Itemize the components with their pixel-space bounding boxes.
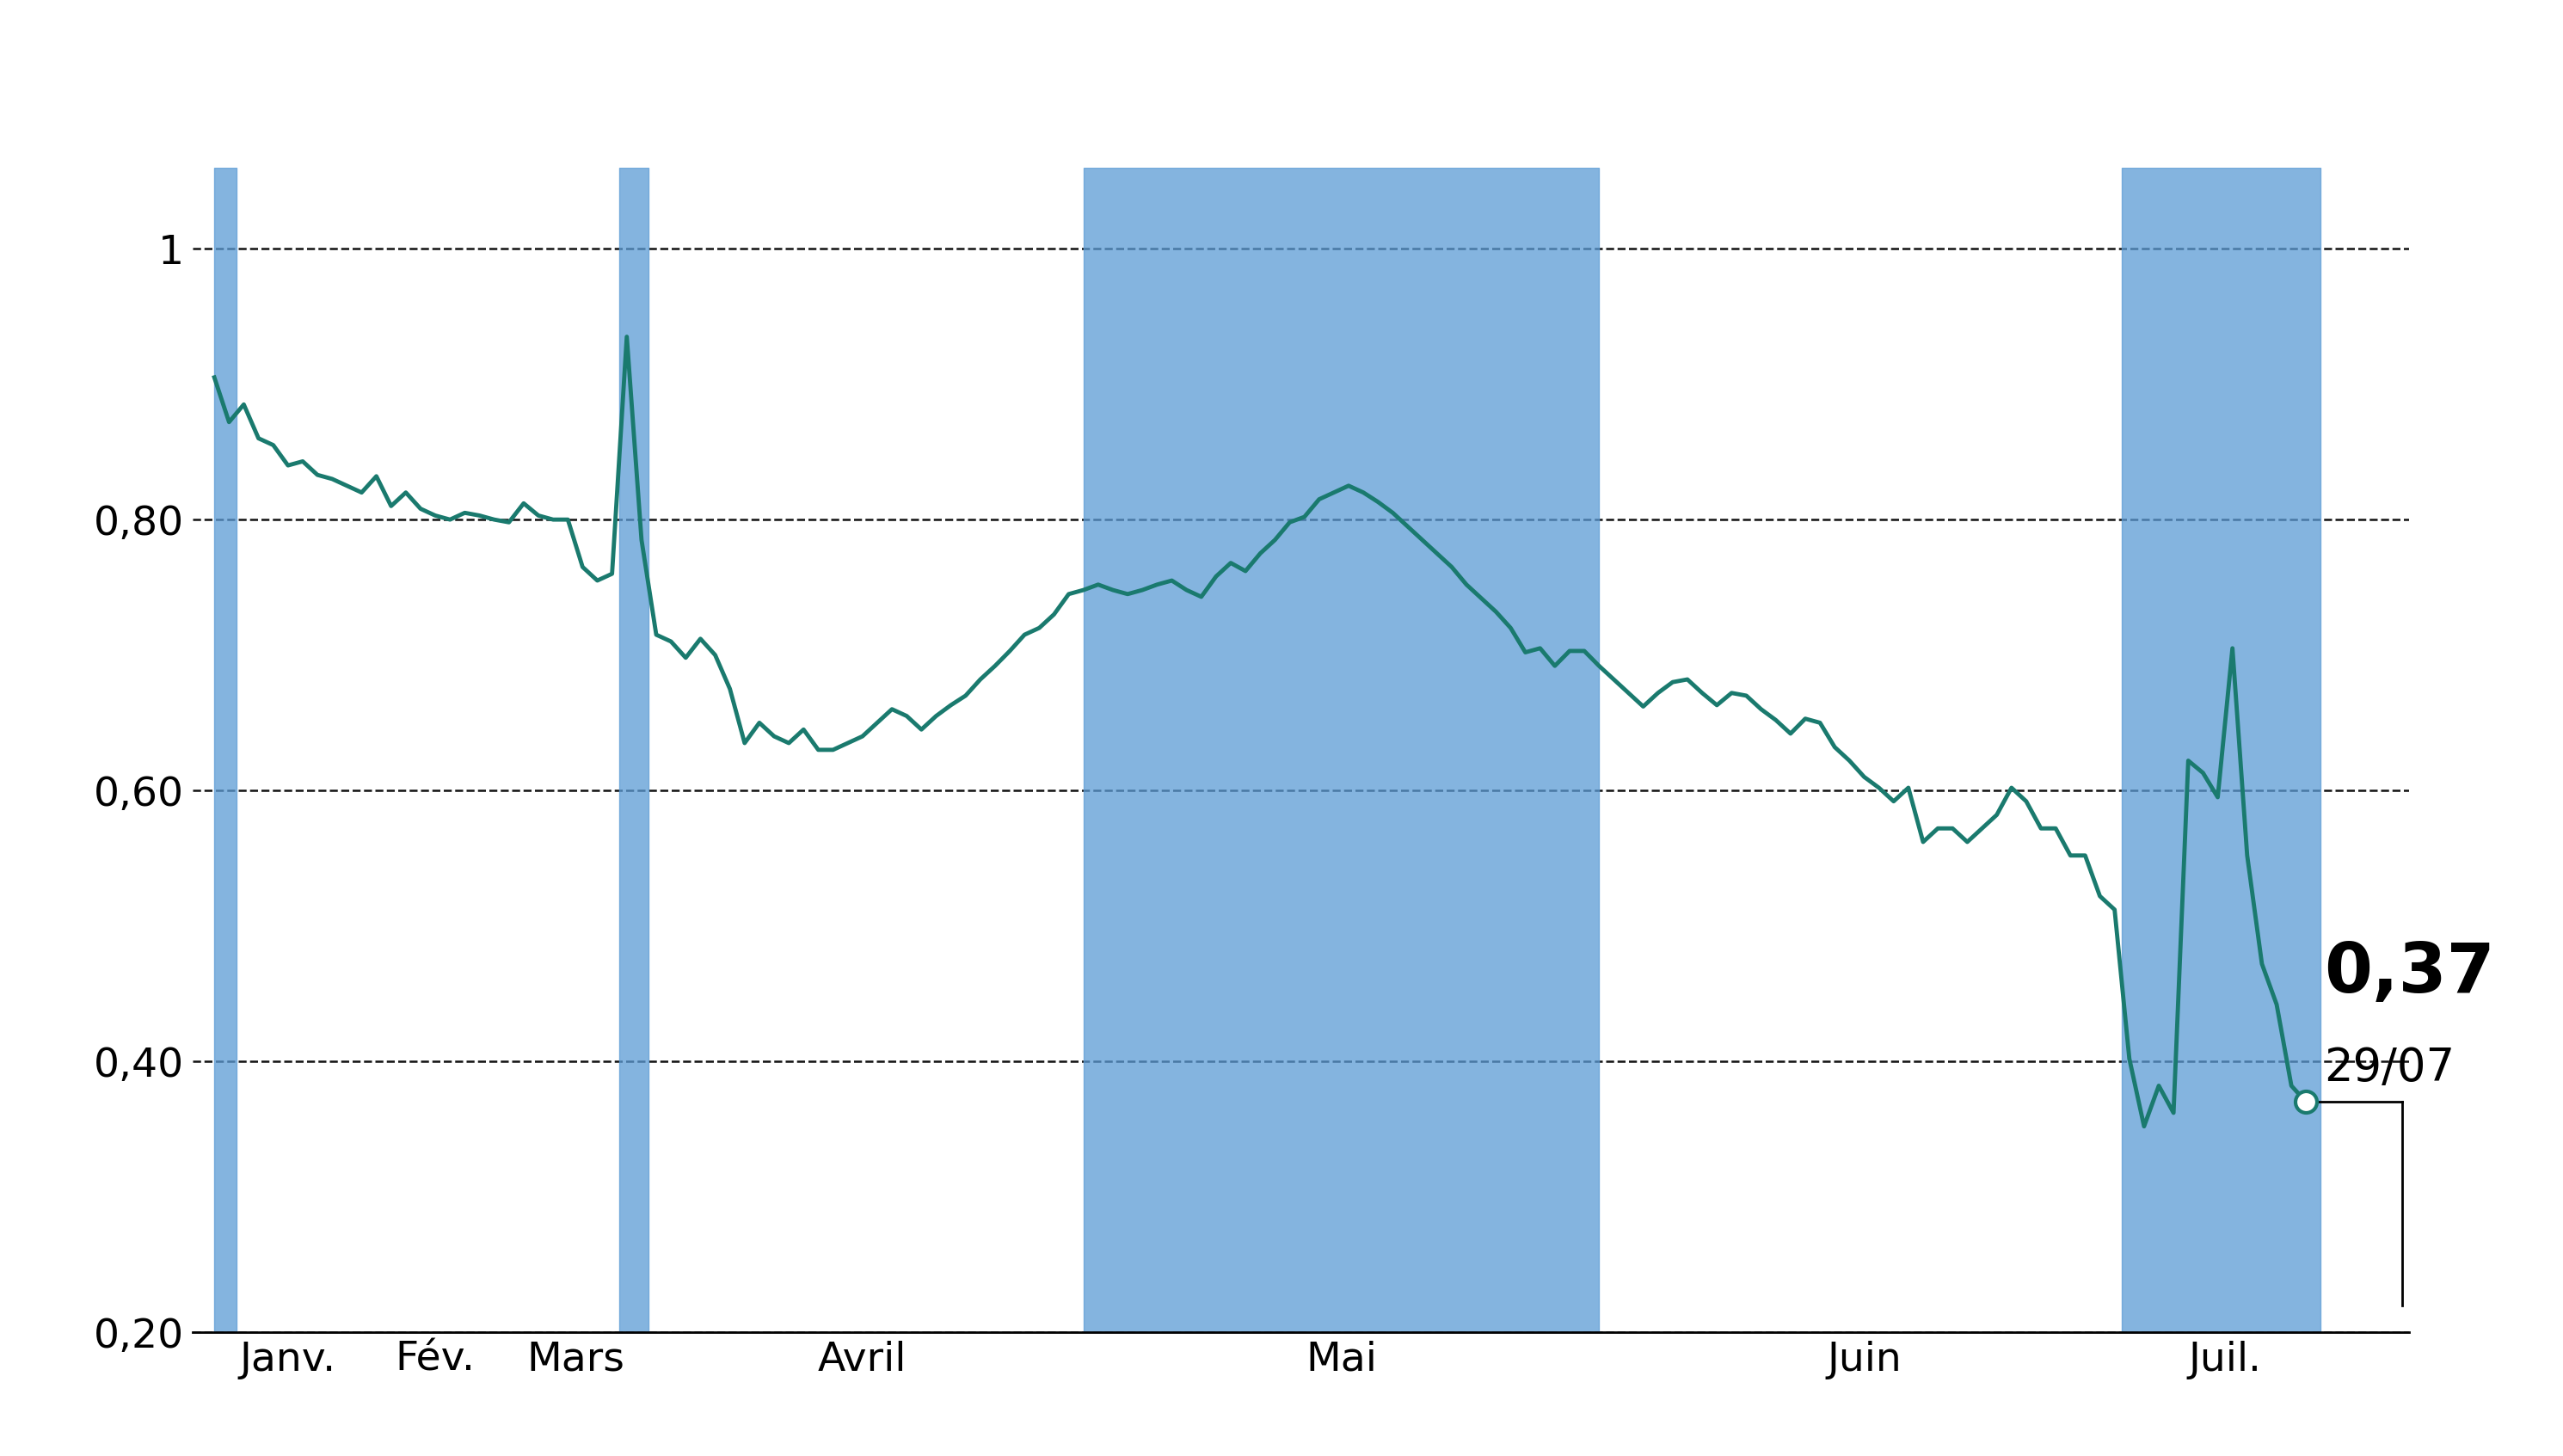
Bar: [620, 167, 648, 1332]
Text: Vicinity Motor Corp.: Vicinity Motor Corp.: [730, 28, 1833, 125]
Bar: [215, 167, 236, 1332]
Bar: [2122, 167, 2322, 1332]
Text: 0,37: 0,37: [2325, 939, 2494, 1008]
Text: 29/07: 29/07: [2325, 1045, 2455, 1091]
Bar: [1084, 167, 1599, 1332]
